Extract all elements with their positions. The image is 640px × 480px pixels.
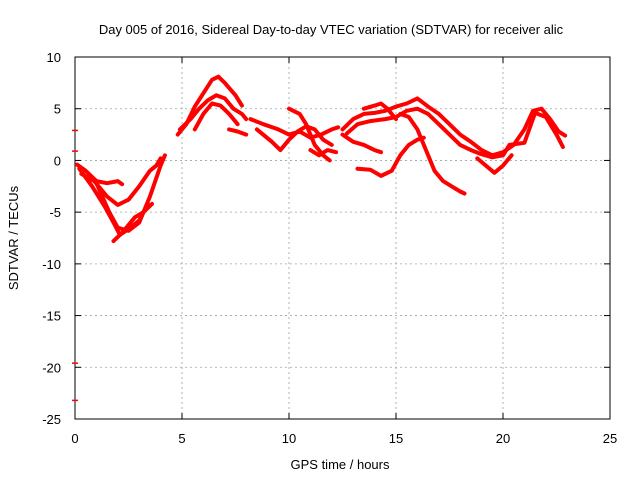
x-axis-label: GPS time / hours <box>291 457 390 472</box>
y-tick-label: -10 <box>42 257 61 272</box>
series-line <box>340 132 383 155</box>
y-tick-label: 10 <box>47 50 61 65</box>
y-tick-label: -5 <box>49 205 61 220</box>
series-line <box>475 153 514 175</box>
gridlines <box>75 57 610 419</box>
x-tick-label: 0 <box>71 431 78 446</box>
plot-frame <box>74 56 611 420</box>
y-tick-labels: -25 -20 -15 -10 -5 0 5 10 <box>42 50 61 427</box>
series-line <box>287 106 332 163</box>
series-line <box>340 96 568 158</box>
axis-ticks <box>74 56 611 420</box>
x-tick-labels: 0 5 10 15 20 25 <box>71 431 617 446</box>
y-tick-label: 0 <box>54 153 61 168</box>
series-line <box>177 93 249 132</box>
series-line <box>398 111 467 196</box>
y-axis-label: SDTVAR / TECUs <box>6 185 21 290</box>
series-line <box>227 127 249 137</box>
stray-points <box>72 129 78 402</box>
x-tick-label: 5 <box>178 431 185 446</box>
chart-title: Day 005 of 2016, Sidereal Day-to-day VTE… <box>99 22 564 37</box>
series-line <box>75 162 125 187</box>
series-line <box>111 201 154 244</box>
series-line <box>361 101 398 122</box>
series-line <box>192 101 240 132</box>
data-series <box>75 74 568 244</box>
x-tick-label: 25 <box>603 431 617 446</box>
series-line <box>308 148 339 158</box>
x-tick-label: 15 <box>389 431 403 446</box>
series-line <box>94 153 167 233</box>
series-line <box>254 124 334 153</box>
x-tick-label: 10 <box>282 431 296 446</box>
y-tick-label: -25 <box>42 412 61 427</box>
series-line <box>344 106 565 160</box>
y-tick-label: -20 <box>42 360 61 375</box>
x-tick-label: 20 <box>496 431 510 446</box>
series-line <box>355 135 426 178</box>
y-tick-label: 5 <box>54 102 61 117</box>
y-tick-label: -15 <box>42 309 61 324</box>
